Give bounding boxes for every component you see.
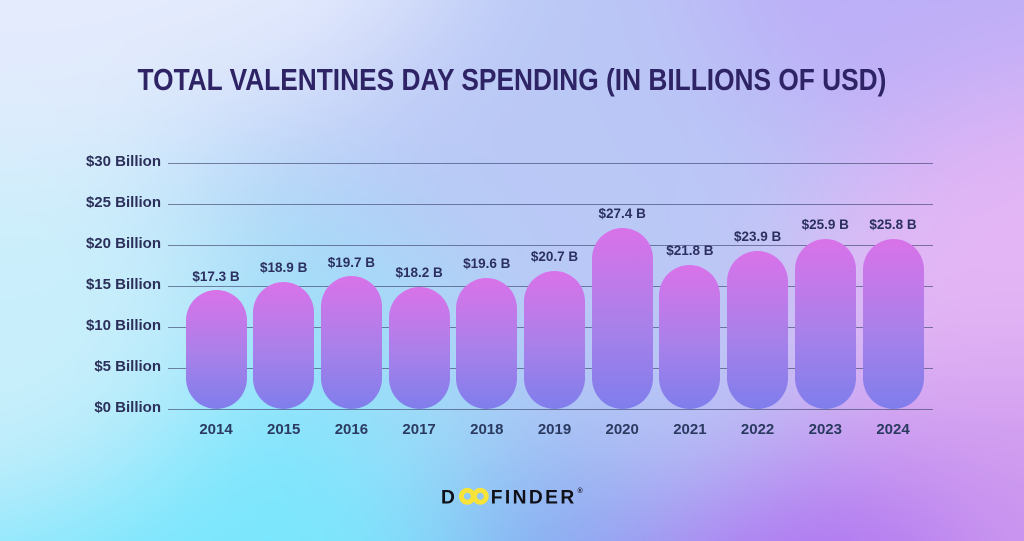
svg-text:FINDER: FINDER <box>491 487 577 508</box>
svg-text:®: ® <box>578 487 584 495</box>
svg-text:D: D <box>441 487 455 508</box>
